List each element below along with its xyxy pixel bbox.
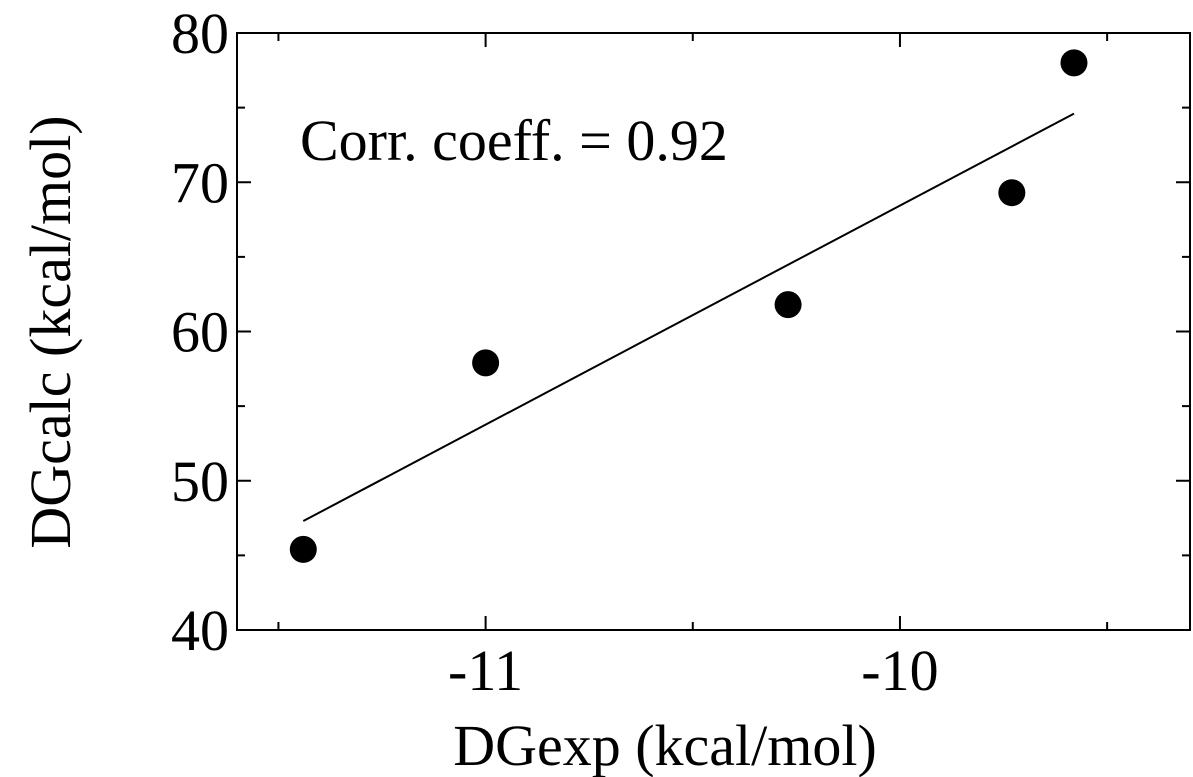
x-axis-label: DGexp (kcal/mol) xyxy=(453,713,877,777)
data-point xyxy=(472,349,500,377)
correlation-annotation: Corr. coeff. = 0.92 xyxy=(300,108,728,173)
y-tick-label: 60 xyxy=(171,300,229,365)
data-point xyxy=(998,179,1026,207)
data-points xyxy=(289,49,1088,563)
data-point xyxy=(289,535,317,563)
y-tick-label: 70 xyxy=(171,150,229,215)
x-tick-label: -10 xyxy=(861,638,938,703)
data-point xyxy=(774,291,802,319)
y-tick-label: 50 xyxy=(171,449,229,514)
x-tick-label: -11 xyxy=(448,638,523,703)
fit-line-layer xyxy=(302,112,1075,522)
fit-line xyxy=(302,112,1075,522)
y-axis-label: DGcalc (kcal/mol) xyxy=(18,115,83,548)
plot-axes: 40 50 60 70 80 -11 -10 xyxy=(171,1,1191,703)
y-tick-label: 40 xyxy=(171,598,229,663)
data-point xyxy=(1060,49,1088,77)
y-tick-label: 80 xyxy=(171,1,229,66)
